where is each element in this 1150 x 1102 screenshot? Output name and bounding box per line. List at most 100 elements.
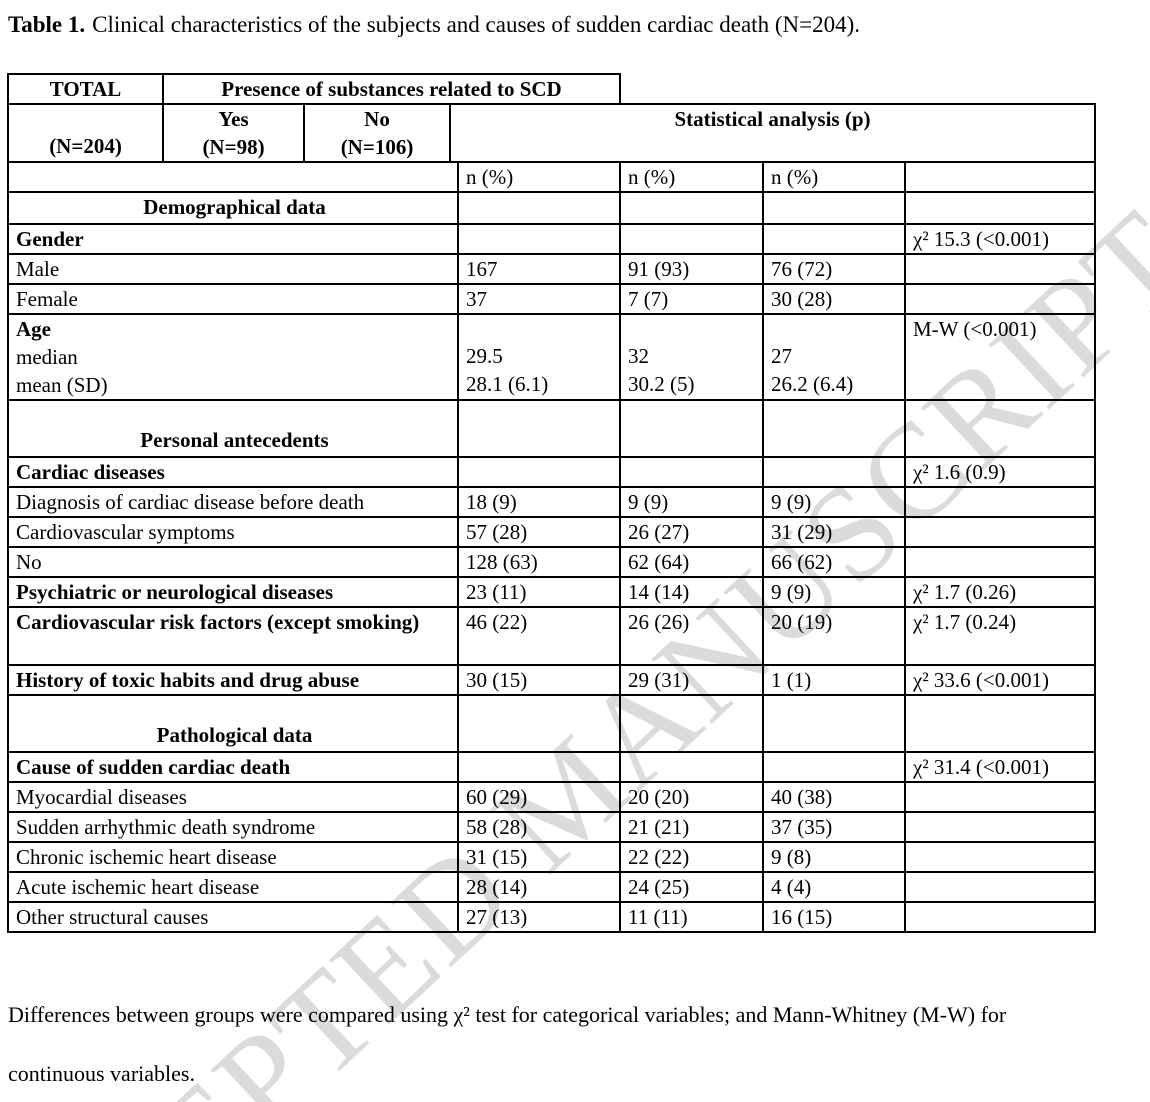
cell-stat	[904, 191, 1096, 225]
cell-stat	[904, 811, 1096, 843]
table-row: Cardiac diseases χ² 1.6 (0.9)	[7, 456, 1096, 488]
cell-yes: 62 (64)	[619, 546, 764, 578]
table-row: Psychiatric or neurological diseases 23 (…	[7, 576, 1096, 608]
cell-no: 37 (35)	[762, 811, 906, 843]
cell-no: 30 (28)	[762, 283, 906, 315]
header-no-label: No	[364, 107, 390, 131]
row-label: Cardiac diseases	[7, 456, 459, 488]
cell-stat	[904, 399, 1096, 458]
header-row-3: n (%) n (%) n (%)	[7, 161, 1096, 193]
header-npct-stat-empty	[904, 161, 1096, 193]
row-label: Sudden arrhythmic death syndrome	[7, 811, 459, 843]
cell-stat: χ² 1.7 (0.26)	[904, 576, 1096, 608]
cell-total	[457, 223, 621, 255]
cell-yes: 7 (7)	[619, 283, 764, 315]
cell-yes: 9 (9)	[619, 486, 764, 518]
cell-stat	[904, 253, 1096, 285]
cell-stat: χ² 1.7 (0.24)	[904, 606, 1096, 666]
cell-yes	[619, 223, 764, 255]
header-npct-total: n (%)	[457, 161, 621, 193]
table-row: Gender χ² 15.3 (<0.001)	[7, 223, 1096, 255]
row-label: Psychiatric or neurological diseases	[7, 576, 459, 608]
row-label: Chronic ischemic heart disease	[7, 841, 459, 873]
table-row: History of toxic habits and drug abuse 30…	[7, 664, 1096, 696]
cell-yes: 21 (21)	[619, 811, 764, 843]
cell-no	[762, 694, 906, 753]
header-total: TOTAL	[7, 73, 164, 105]
cell-total: 18 (9)	[457, 486, 621, 518]
header-empty-label-cell	[7, 161, 459, 193]
table-row: Sudden arrhythmic death syndrome 58 (28) 2…	[7, 811, 1096, 843]
cell-line: 32	[628, 344, 649, 368]
cell-yes	[619, 694, 764, 753]
cell-total: 57 (28)	[457, 516, 621, 548]
cell-no: 20 (19)	[762, 606, 906, 666]
row-label: Gender	[7, 223, 459, 255]
header-row-1: TOTAL Presence of substances related to …	[7, 73, 1095, 105]
table-row: Acute ischemic heart disease 28 (14) 24 (2…	[7, 871, 1096, 903]
row-label: Cause of sudden cardiac death	[7, 751, 459, 783]
section-label: Personal antecedents	[7, 399, 459, 458]
row-label: Cardiovascular risk factors (except smok…	[7, 606, 459, 666]
table-row: Cardiovascular symptoms 57 (28) 26 (27) 31 …	[7, 516, 1096, 548]
cell-line: mean (SD)	[16, 373, 108, 397]
cell-yes: 26 (27)	[619, 516, 764, 548]
cell-stat	[904, 516, 1096, 548]
cell-no: 9 (9)	[762, 576, 906, 608]
cell-line: 29.5	[466, 344, 503, 368]
section-row: Demographical data	[7, 191, 1096, 225]
cell-no: 1 (1)	[762, 664, 906, 696]
cell-line: 27	[771, 344, 792, 368]
cell-no: 40 (38)	[762, 781, 906, 813]
cell-stat: χ² 1.6 (0.9)	[904, 456, 1096, 488]
table-row: Other structural causes 27 (13) 11 (11) 16 …	[7, 901, 1096, 933]
header-row-2: (N=204) Yes (N=98) No (N=106) Statistica…	[7, 103, 1096, 163]
table-footnote: Differences between groups were compared…	[8, 1000, 1006, 1089]
cell-total: 58 (28)	[457, 811, 621, 843]
cell-yes: 91 (93)	[619, 253, 764, 285]
cell-total: 31 (15)	[457, 841, 621, 873]
cell-stat	[904, 871, 1096, 903]
header-npct-no: n (%)	[762, 161, 906, 193]
cell-total: 27 (13)	[457, 901, 621, 933]
row-label: Acute ischemic heart disease	[7, 871, 459, 903]
row-label: Male	[7, 253, 459, 285]
row-label: Myocardial diseases	[7, 781, 459, 813]
cell-total: 60 (29)	[457, 781, 621, 813]
section-row: Personal antecedents	[7, 399, 1096, 458]
cell-yes	[619, 399, 764, 458]
header-no-n: (N=106)	[340, 135, 414, 159]
clinical-characteristics-table: TOTAL Presence of substances related to …	[7, 73, 1096, 933]
row-label: Cardiovascular symptoms	[7, 516, 459, 548]
header-yes-n: (N=98)	[202, 135, 265, 159]
table-row: Cardiovascular risk factors (except smok…	[7, 606, 1096, 666]
cell-yes	[619, 456, 764, 488]
header-total-n: (N=204)	[7, 103, 164, 163]
cell-total	[457, 399, 621, 458]
table-row: Female 37 7 (7) 30 (28)	[7, 283, 1096, 315]
header-yes: Yes (N=98)	[162, 103, 305, 163]
cell-no: 4 (4)	[762, 871, 906, 903]
cell-no: 76 (72)	[762, 253, 906, 285]
row-label: Other structural causes	[7, 901, 459, 933]
table-body: Demographical data Gender χ² 15.3 (<0.001)…	[7, 191, 1096, 933]
cell-total	[457, 694, 621, 753]
cell-no: 16 (15)	[762, 901, 906, 933]
cell-yes	[619, 751, 764, 783]
cell-total: 28 (14)	[457, 871, 621, 903]
cell-no: 31 (29)	[762, 516, 906, 548]
cell-no: 66 (62)	[762, 546, 906, 578]
table-row: Myocardial diseases 60 (29) 20 (20) 40 (38)	[7, 781, 1096, 813]
cell-stat	[904, 841, 1096, 873]
cell-yes: 22 (22)	[619, 841, 764, 873]
cell-total: 128 (63)	[457, 546, 621, 578]
header-presence: Presence of substances related to SCD	[162, 73, 621, 105]
cell-total: 29.5 28.1 (6.1)	[457, 313, 621, 401]
footnote-line-2: continuous variables.	[8, 1061, 195, 1086]
cell-total: 30 (15)	[457, 664, 621, 696]
cell-no: 9 (9)	[762, 486, 906, 518]
cell-yes: 20 (20)	[619, 781, 764, 813]
row-label: History of toxic habits and drug abuse	[7, 664, 459, 696]
row-label: Diagnosis of cardiac disease before deat…	[7, 486, 459, 518]
